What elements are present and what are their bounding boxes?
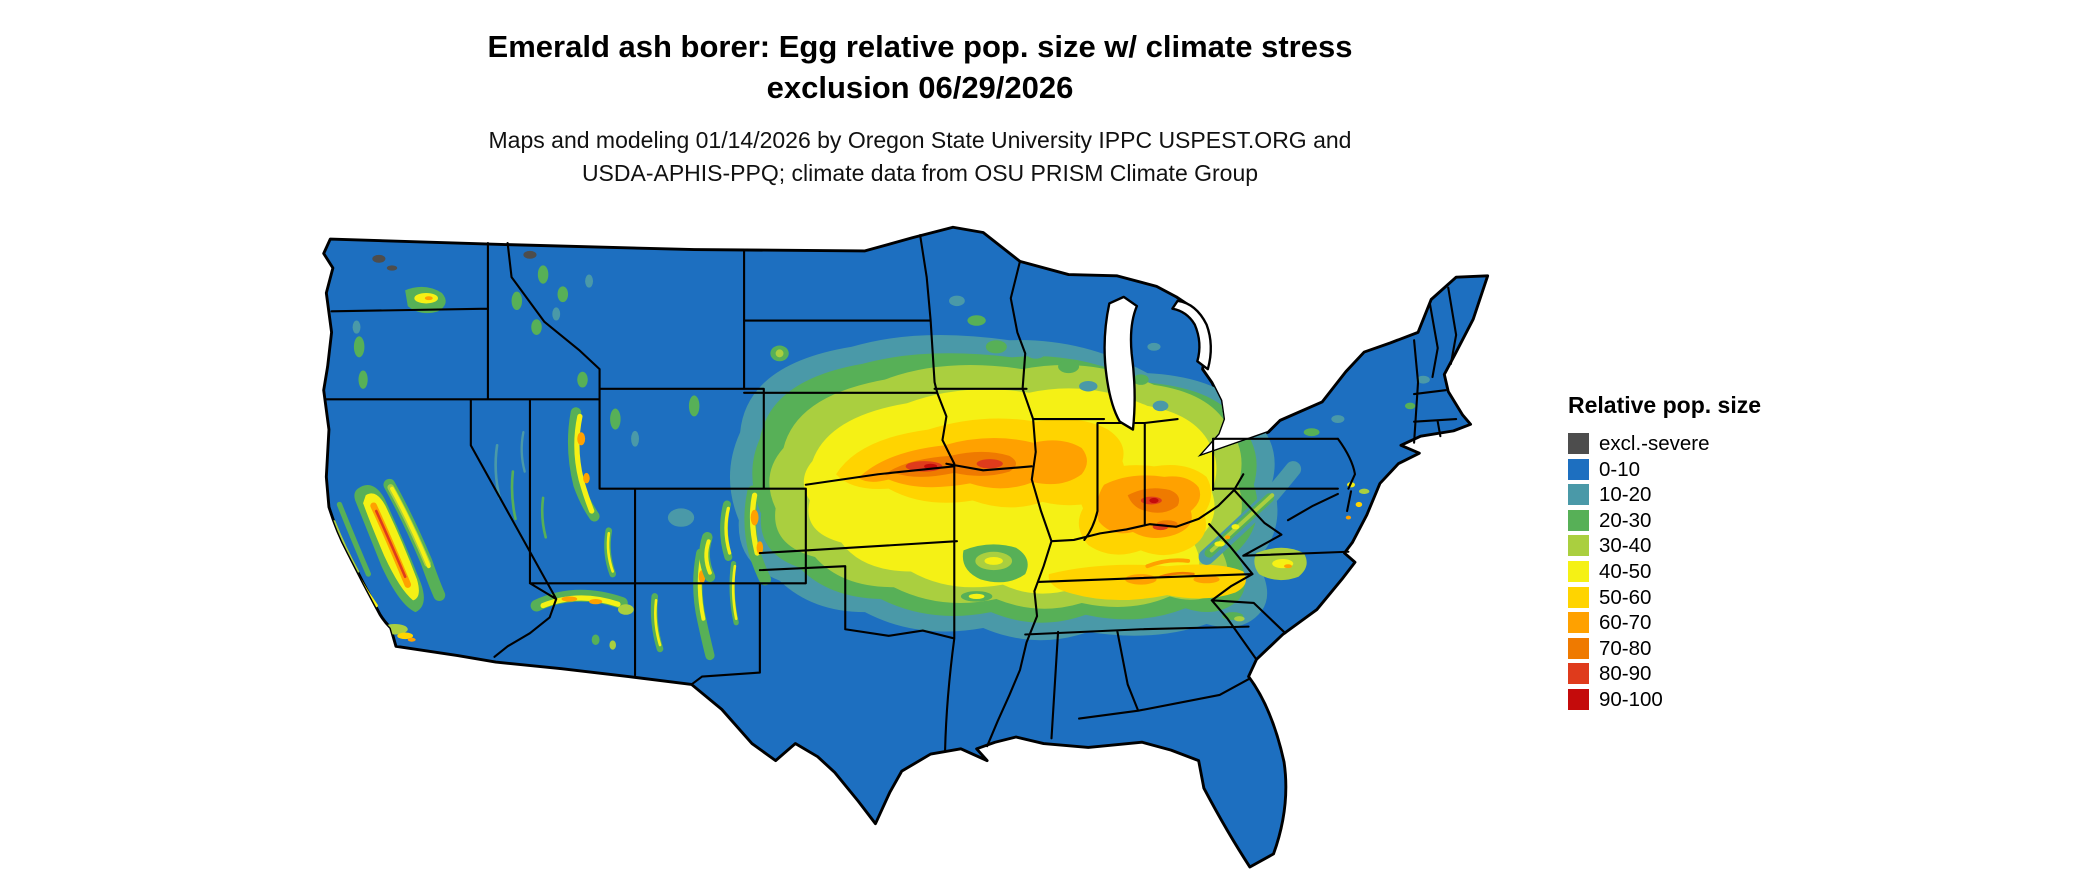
legend-item: 30-40 <box>1568 534 1808 558</box>
map-title-line2: exclusion 06/29/2026 <box>766 70 1074 105</box>
legend-swatch <box>1568 560 1589 582</box>
legend-item: 40-50 <box>1568 559 1808 583</box>
legend-item-label: 60-70 <box>1599 611 1652 635</box>
legend-item: excl.-severe <box>1568 433 1808 454</box>
heat-overlay <box>332 250 1430 661</box>
map-subtitle-line1: Maps and modeling 01/14/2026 by Oregon S… <box>488 127 1352 153</box>
great-lakes <box>1103 295 1212 431</box>
legend-item: 80-90 <box>1568 662 1808 686</box>
legend-item-label: 70-80 <box>1599 636 1652 660</box>
map-title-line1: Emerald ash borer: Egg relative pop. siz… <box>487 29 1353 64</box>
legend-item-label: 10-20 <box>1599 483 1652 507</box>
legend-item: 70-80 <box>1568 636 1808 660</box>
us-map-svg <box>322 225 1490 869</box>
legend-item: 50-60 <box>1568 585 1808 609</box>
legend-item: 90-100 <box>1568 687 1808 711</box>
legend-item-label: 40-50 <box>1599 559 1652 583</box>
legend-item-label: excl.-severe <box>1599 432 1710 455</box>
legend-item: 0-10 <box>1568 457 1808 481</box>
legend-swatch <box>1568 586 1589 608</box>
legend: Relative pop. size excl.-severe 0-10 10-20… <box>1568 392 1808 710</box>
legend-item: 20-30 <box>1568 508 1808 532</box>
legend-item: 10-20 <box>1568 483 1808 507</box>
legend-swatch <box>1568 663 1589 685</box>
map-subtitle: Maps and modeling 01/14/2026 by Oregon S… <box>0 124 1840 190</box>
legend-swatch <box>1568 509 1589 531</box>
legend-item-label: 20-30 <box>1599 508 1652 532</box>
legend-swatch <box>1568 688 1589 710</box>
legend-item-label: 50-60 <box>1599 585 1652 609</box>
legend-item-label: 80-90 <box>1599 662 1652 686</box>
lake-michigan <box>1103 295 1139 431</box>
legend-swatch <box>1568 458 1589 480</box>
legend-item-label: 0-10 <box>1599 457 1641 481</box>
legend-items: excl.-severe 0-10 10-20 20-30 30-40 40-50 50-6… <box>1568 433 1808 710</box>
legend-item-label: 30-40 <box>1599 534 1652 558</box>
legend-swatch <box>1568 535 1589 557</box>
legend-swatch <box>1568 433 1589 454</box>
legend-item: 60-70 <box>1568 611 1808 635</box>
legend-item-label: 90-100 <box>1599 687 1663 711</box>
figure-header: Emerald ash borer: Egg relative pop. siz… <box>0 26 1840 190</box>
legend-title: Relative pop. size <box>1568 392 1762 418</box>
legend-swatch <box>1568 484 1589 506</box>
legend-swatch <box>1568 637 1589 659</box>
us-map <box>300 222 1535 892</box>
legend-swatch <box>1568 612 1589 634</box>
state-borders <box>325 234 1458 752</box>
lake-huron <box>1171 299 1212 371</box>
map-subtitle-line2: USDA-APHIS-PPQ; climate data from OSU PR… <box>581 160 1259 186</box>
